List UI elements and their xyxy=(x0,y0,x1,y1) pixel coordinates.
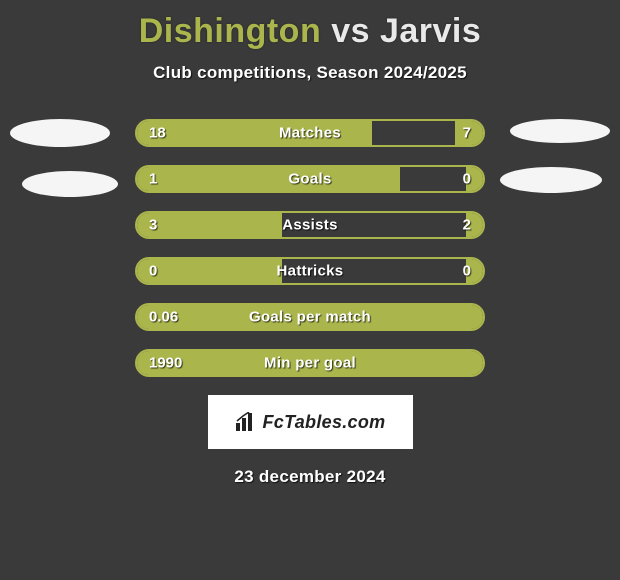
stat-row: 18 7 Matches xyxy=(135,119,485,147)
club-badge-placeholder xyxy=(500,167,602,193)
subtitle: Club competitions, Season 2024/2025 xyxy=(0,63,620,83)
player2-name: Jarvis xyxy=(380,12,481,50)
stat-label: Min per goal xyxy=(264,355,356,372)
comparison-title: Dishington vs Jarvis xyxy=(0,0,620,51)
stat-label: Assists xyxy=(282,217,337,234)
club-badge-placeholder xyxy=(510,119,610,143)
date-text: 23 december 2024 xyxy=(0,467,620,487)
stat-right-value: 7 xyxy=(463,125,471,142)
stat-label: Goals xyxy=(288,171,331,188)
stat-row: 3 2 Assists xyxy=(135,211,485,239)
stat-row: 1990 Min per goal xyxy=(135,349,485,377)
fctables-logo: FcTables.com xyxy=(208,395,413,449)
stat-right-value: 0 xyxy=(463,263,471,280)
bars-icon xyxy=(235,412,257,432)
stat-left-value: 3 xyxy=(149,217,157,234)
stat-label: Goals per match xyxy=(249,309,371,326)
player1-name: Dishington xyxy=(139,12,322,50)
bar-left xyxy=(137,167,400,191)
stats-area: 18 7 Matches 1 0 Goals 3 2 Assists 0 0 Hattricks 0.0… xyxy=(0,119,620,377)
vs-text: vs xyxy=(331,12,370,50)
stat-left-value: 1990 xyxy=(149,355,182,372)
stat-left-value: 18 xyxy=(149,125,166,142)
bar-left xyxy=(137,213,282,237)
fctables-text: FcTables.com xyxy=(263,412,386,433)
stat-row: 1 0 Goals xyxy=(135,165,485,193)
bar-left xyxy=(137,259,282,283)
stat-row: 0.06 Goals per match xyxy=(135,303,485,331)
stat-row: 0 0 Hattricks xyxy=(135,257,485,285)
stat-right-value: 2 xyxy=(463,217,471,234)
stat-right-value: 0 xyxy=(463,171,471,188)
club-badge-placeholder xyxy=(10,119,110,147)
stat-left-value: 0 xyxy=(149,263,157,280)
club-badge-placeholder xyxy=(22,171,118,197)
stat-left-value: 1 xyxy=(149,171,157,188)
stat-left-value: 0.06 xyxy=(149,309,178,326)
stat-label: Matches xyxy=(279,125,341,142)
stat-label: Hattricks xyxy=(277,263,344,280)
